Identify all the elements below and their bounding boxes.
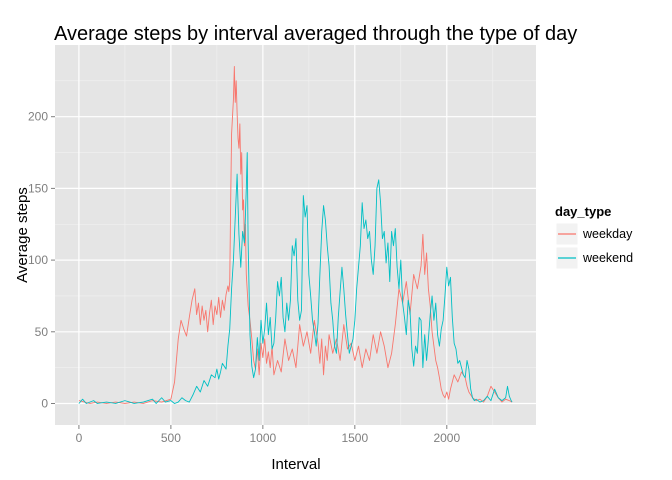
legend: day_type weekday weekend: [555, 204, 633, 270]
series-line-weekday: [78, 66, 513, 404]
y-tick-label: 50: [35, 325, 49, 339]
y-axis-title: Average steps: [14, 187, 31, 283]
legend-title: day_type: [555, 204, 611, 219]
legend-label-weekday: weekday: [582, 227, 633, 241]
legend-label-weekend: weekend: [582, 251, 633, 265]
x-tick-label: 500: [161, 431, 181, 445]
series-line-weekend: [78, 152, 513, 404]
x-axis-title: Interval: [271, 456, 320, 473]
x-tick-label: 2000: [433, 431, 460, 445]
x-tick-label: 1500: [341, 431, 368, 445]
plot-panel: [55, 45, 536, 425]
y-tick-label: 100: [28, 253, 48, 267]
x-tick-label: 0: [76, 431, 83, 445]
axis-ticks: [51, 116, 448, 429]
y-tick-label: 0: [41, 396, 48, 410]
x-tick-label: 1000: [249, 431, 276, 445]
x-tick-labels: 0 500 1000 1500 2000: [76, 431, 461, 445]
y-tick-label: 150: [28, 181, 48, 195]
legend-items: weekday weekend: [555, 222, 633, 270]
y-tick-labels: 0 50 100 150 200: [28, 110, 48, 411]
series-layer: [78, 66, 513, 404]
y-tick-label: 200: [28, 110, 48, 124]
chart-title: Average steps by interval averaged throu…: [54, 23, 577, 45]
minor-gridlines: [55, 45, 536, 425]
